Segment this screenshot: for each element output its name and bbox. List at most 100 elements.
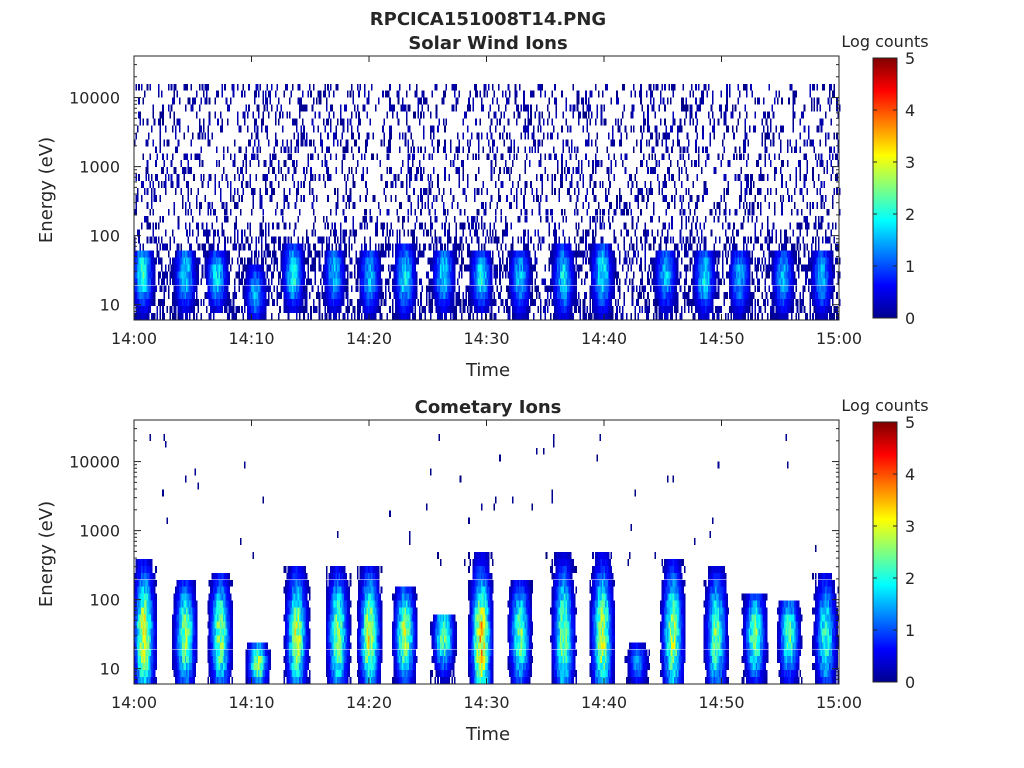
heatmap-cell <box>183 264 185 272</box>
heatmap-cell <box>487 111 490 119</box>
heatmap-cell <box>599 250 601 258</box>
heatmap-cell <box>159 285 161 293</box>
heatmap-cell <box>406 299 408 307</box>
heatmap-cell <box>152 299 154 307</box>
heatmap-cell <box>207 236 209 244</box>
heatmap-cell <box>220 264 222 272</box>
heatmap-cell <box>373 285 376 293</box>
heatmap-cell <box>392 181 394 188</box>
heatmap-cell <box>196 111 198 119</box>
heatmap-cell <box>514 306 517 313</box>
heatmap-cell <box>246 181 249 188</box>
heatmap-cell <box>572 264 575 272</box>
heatmap-cell <box>134 257 136 265</box>
heatmap-cell <box>142 278 145 286</box>
heatmap-cell <box>620 194 622 202</box>
heatmap-cell <box>339 271 342 279</box>
heatmap-cell <box>602 90 604 98</box>
heatmap-cell <box>211 222 214 230</box>
heatmap-cell <box>665 236 668 244</box>
heatmap-cell <box>277 118 280 126</box>
heatmap-cell <box>303 264 305 272</box>
heatmap-cell <box>394 243 397 251</box>
heatmap-cell <box>294 306 297 313</box>
heatmap-cell <box>523 194 525 202</box>
heatmap-cell <box>630 111 632 119</box>
heatmap-cell <box>613 278 615 286</box>
heatmap-cell <box>184 201 187 209</box>
heatmap-cell <box>401 271 404 279</box>
heatmap-cell <box>404 250 407 258</box>
heatmap-cell <box>603 243 606 251</box>
heatmap-cell <box>241 306 243 313</box>
heatmap-cell <box>220 125 222 133</box>
heatmap-cell <box>652 257 655 265</box>
heatmap-cell <box>208 174 211 181</box>
heatmap-cell <box>255 264 257 272</box>
heatmap-cell <box>518 299 521 307</box>
heatmap-cell <box>507 271 510 279</box>
heatmap-cell <box>551 208 553 216</box>
heatmap-cell <box>554 229 556 237</box>
heatmap-cell <box>664 118 666 126</box>
heatmap-cell <box>167 292 170 300</box>
heatmap-cell <box>183 132 185 140</box>
heatmap-cell <box>325 167 328 175</box>
heatmap-cell <box>516 299 518 307</box>
heatmap-cell <box>524 306 527 313</box>
heatmap-cell <box>145 167 147 175</box>
heatmap-cell <box>297 285 300 293</box>
heatmap-cell <box>480 243 483 251</box>
heatmap-cell <box>565 306 568 313</box>
heatmap-cell <box>311 201 314 209</box>
heatmap-cell <box>524 167 527 175</box>
heatmap-cell <box>487 250 490 258</box>
heatmap-cell <box>631 243 634 251</box>
heatmap-cell <box>334 250 336 258</box>
heatmap-cell <box>651 132 654 140</box>
heatmap-cell <box>325 97 328 105</box>
heatmap-cell <box>332 132 335 140</box>
heatmap-cell <box>272 271 274 279</box>
heatmap-cell <box>475 250 477 258</box>
heatmap-cell <box>606 313 608 320</box>
heatmap-cell <box>599 299 601 307</box>
heatmap-cell <box>410 271 412 279</box>
heatmap-cell <box>462 299 465 307</box>
heatmap-cell <box>644 243 646 251</box>
heatmap-cell <box>156 174 159 181</box>
heatmap-cell <box>650 97 652 105</box>
heatmap-cell <box>566 250 569 258</box>
heatmap-cell <box>631 285 634 293</box>
heatmap-cell <box>449 236 452 244</box>
heatmap-cell <box>607 215 610 223</box>
heatmap-cell <box>273 236 276 244</box>
heatmap-cell <box>555 243 558 251</box>
heatmap-cell <box>213 278 215 286</box>
heatmap-cell <box>392 278 394 286</box>
heatmap-cell <box>435 292 438 300</box>
heatmap-cell <box>489 257 491 265</box>
heatmap-cell <box>262 229 264 237</box>
heatmap-cell <box>612 125 614 133</box>
heatmap-cell <box>290 285 293 293</box>
heatmap-cell <box>387 208 390 216</box>
heatmap-cell <box>468 104 470 112</box>
heatmap-cell <box>177 174 180 181</box>
heatmap-cell <box>523 299 525 307</box>
heatmap-cell <box>258 292 260 300</box>
heatmap-cell <box>358 146 360 154</box>
heatmap-cell <box>220 250 222 258</box>
heatmap-cell <box>201 132 204 140</box>
heatmap-cell <box>438 306 441 313</box>
heatmap-cell <box>516 285 518 293</box>
heatmap-cell <box>493 167 496 175</box>
heatmap-cell <box>348 201 350 209</box>
heatmap-cell <box>655 264 658 272</box>
heatmap-cell <box>523 243 525 251</box>
heatmap-cell <box>667 229 669 237</box>
heatmap-cell <box>146 264 149 272</box>
heatmap-cell <box>389 146 391 154</box>
heatmap-cell <box>293 306 295 313</box>
heatmap-cell <box>589 118 591 126</box>
